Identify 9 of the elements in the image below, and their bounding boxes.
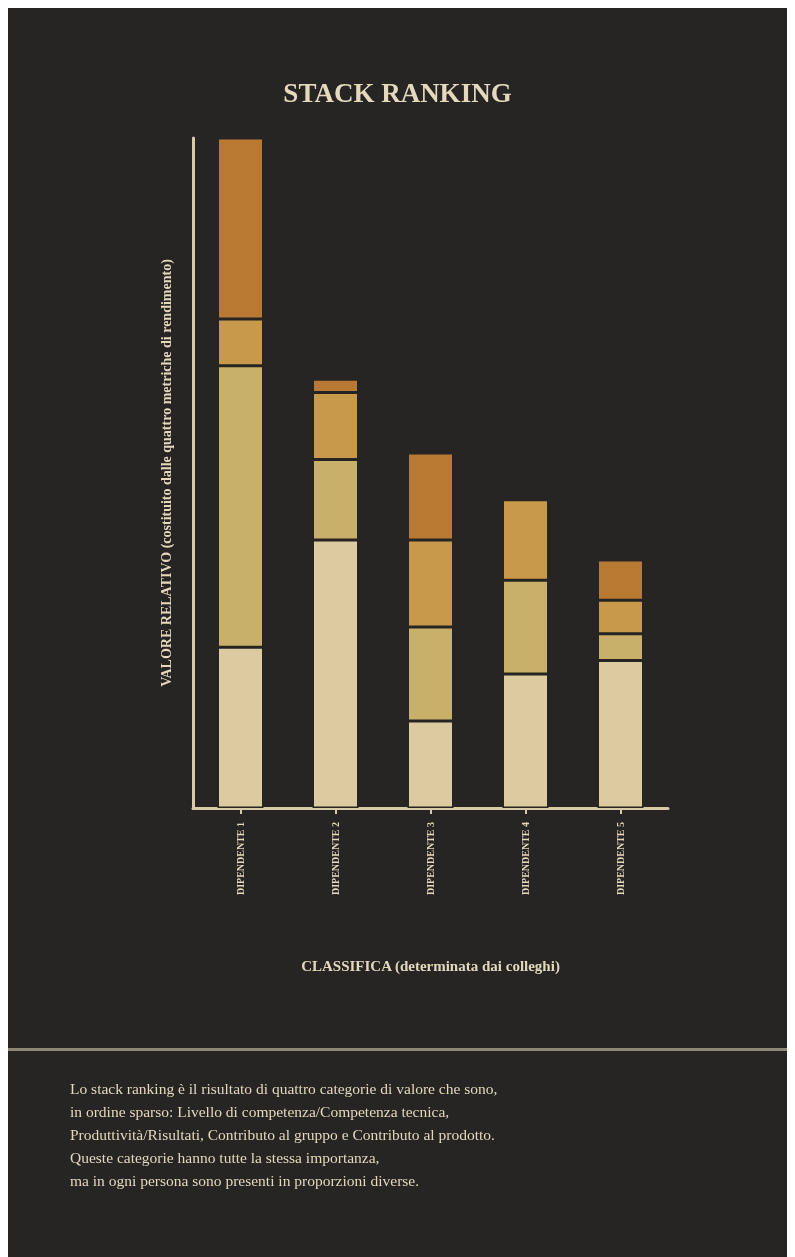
x-tick-label: DIPENDENTE 4 xyxy=(520,822,531,896)
y-axis-title: VALORE RELATIVO (costituito dalle quattro metriche di rendimento) xyxy=(158,258,175,687)
x-tick-label: DIPENDENTE 2 xyxy=(330,822,341,896)
x-axis-title: CLASSIFICA (determinata dai colleghi) xyxy=(301,957,560,975)
x-tick-label: DIPENDENTE 3 xyxy=(425,822,436,896)
chart-title: STACK RANKING xyxy=(283,77,512,108)
x-tick-label: DIPENDENTE 1 xyxy=(235,822,246,896)
text: Lo stack ranking è il risultato di quattro categorie di valore che sono, in ordine sparso: Livello di competenza/Competenza tecnica, Produttività/Risultati, Contributo al gruppo e Contributo al prodotto. Queste categorie hanno tutte la stessa importanza, ma in ogni persona sono presenti in proporzioni diverse. xyxy=(70,1079,499,1191)
x-tick-label: DIPENDENTE 5 xyxy=(615,822,626,896)
